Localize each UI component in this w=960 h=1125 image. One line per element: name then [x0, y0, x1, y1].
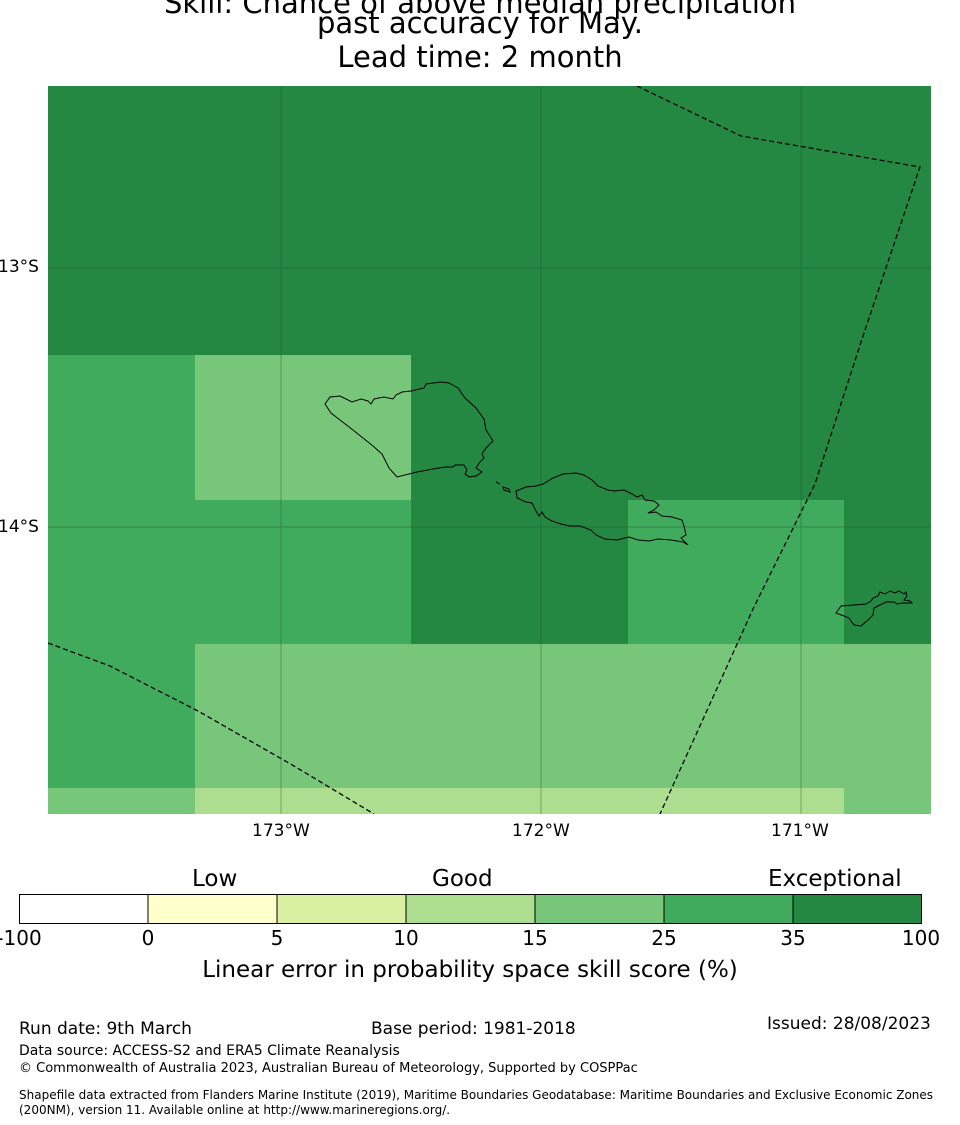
shapefile-credit-line-2: (200NM), version 11. Available online at… — [19, 1103, 451, 1117]
lat-tick-13s: 13°S — [0, 257, 39, 277]
colorbar-tick-15: 15 — [522, 926, 548, 950]
colorbar-bin-neg — [19, 894, 148, 924]
colorbar-bin-15-25 — [535, 894, 664, 924]
issued-date: Issued: 28/08/2023 — [767, 1014, 931, 1034]
skill-cell-south-band — [195, 644, 931, 814]
lon-tick-172w: 172°W — [512, 821, 570, 841]
legend-category-good: Good — [432, 866, 493, 892]
colorbar-bin-10-15 — [406, 894, 535, 924]
colorbar-tick-10: 10 — [393, 926, 419, 950]
shapefile-credit-line-1: Shapefile data extracted from Flanders M… — [19, 1088, 934, 1102]
skill-map — [48, 86, 931, 814]
run-date: Run date: 9th March — [19, 1019, 192, 1039]
manono-islet — [495, 481, 501, 485]
skill-cell-bottom-strip — [195, 788, 844, 814]
legend-category-low: Low — [192, 866, 238, 892]
graticule — [48, 86, 931, 814]
title-line-2: past accuracy for May. — [316, 6, 644, 40]
colorbar-tick-100: 100 — [901, 926, 941, 950]
title-line-1: Skill: Chance of above median precipitat… — [163, 0, 797, 20]
upolu-island — [515, 472, 689, 546]
tutuila-island — [835, 590, 914, 627]
data-source: Data source: ACCESS-S2 and ERA5 Climate … — [19, 1043, 400, 1059]
colorbar-bin-5-10 — [277, 894, 406, 924]
colorbar — [19, 894, 922, 924]
colorbar-tick-25: 25 — [651, 926, 677, 950]
skill-cell-east — [628, 500, 844, 644]
skill-cell-southwest — [48, 644, 195, 788]
colorbar-bin-0-5 — [148, 894, 277, 924]
skill-map-canvas — [48, 86, 931, 814]
skill-cell-savaii — [195, 355, 411, 500]
lon-tick-173w: 173°W — [252, 821, 310, 841]
colorbar-bin-25-35 — [664, 894, 793, 924]
eez-boundaries — [48, 86, 921, 814]
colorbar-canvas — [19, 894, 922, 924]
lat-tick-14s: 14°S — [0, 517, 39, 537]
colorbar-tick-0: 0 — [141, 926, 155, 950]
skill-cell-bottom-left — [48, 788, 195, 814]
savaii-island — [324, 381, 494, 478]
legend-category-exceptional: Exceptional — [768, 866, 902, 892]
colorbar-label: Linear error in probability space skill … — [202, 957, 738, 983]
apolima-islet — [502, 486, 511, 493]
colorbar-tick-35: 35 — [780, 926, 806, 950]
colorbar-bin-35-100 — [793, 894, 922, 924]
lon-tick-171w: 171°W — [771, 821, 829, 841]
base-period: Base period: 1981-2018 — [371, 1019, 576, 1039]
colorbar-tick-neg100: -100 — [0, 926, 42, 950]
copyright-notice: © Commonwealth of Australia 2023, Austra… — [19, 1061, 638, 1076]
title-line-3: Lead time: 2 month — [337, 40, 623, 74]
colorbar-tick-5: 5 — [270, 926, 284, 950]
